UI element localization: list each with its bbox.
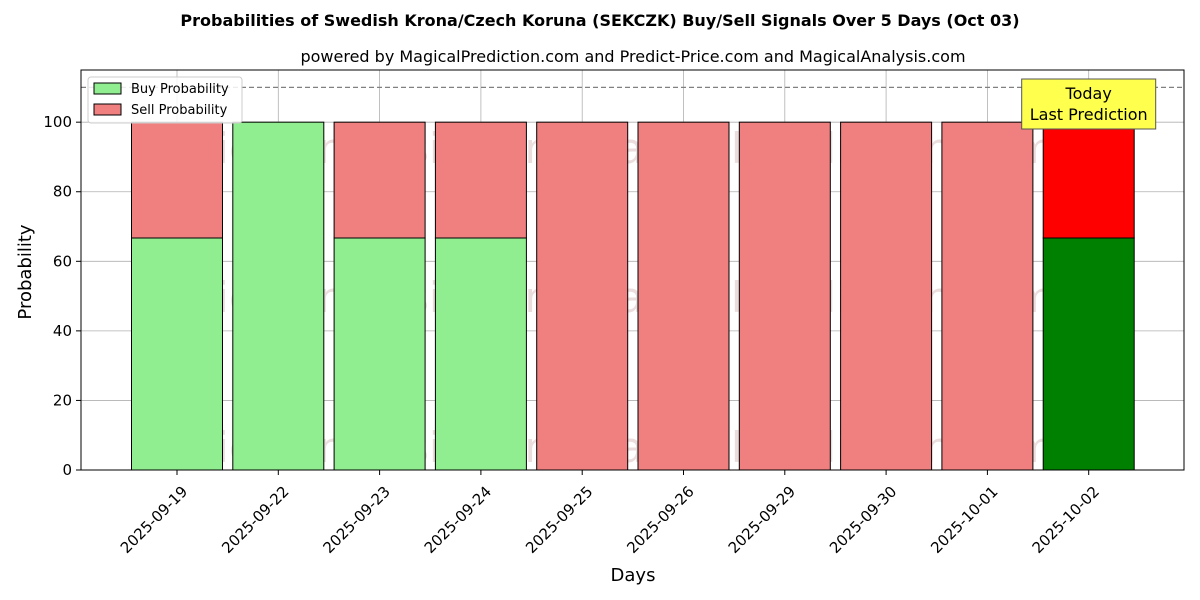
x-tick-label: 2025-09-26 [623, 483, 697, 557]
bar-sell-2025-09-26 [637, 121, 730, 471]
bar-sell-2025-09-25 [536, 121, 629, 471]
axes [80, 69, 1185, 471]
x-tick-label: 2025-09-24 [421, 483, 495, 557]
x-ticks: 2025-09-19 2025-09-22 2025-09-23 2025-09-24… [117, 470, 1103, 557]
legend-label-buy: Buy Probability [131, 82, 229, 97]
y-tick-label: 20 [53, 391, 72, 409]
bar-sell-2025-09-29 [738, 121, 831, 471]
bars [131, 121, 1135, 471]
bar-sell-2025-10-01 [941, 121, 1034, 471]
bar-sell-2025-09-23 [333, 121, 426, 239]
legend-swatch-sell [93, 103, 122, 116]
bar-buy-2025-09-22 [232, 121, 325, 471]
bar-sell-2025-09-24 [434, 121, 527, 239]
x-tick-label: 2025-10-02 [1029, 483, 1103, 557]
annotation-line2: Last Prediction [1030, 105, 1148, 124]
y-axis-label: Probability [15, 224, 36, 319]
plot-frame [80, 69, 1185, 471]
x-axis-label: Days [611, 565, 656, 586]
bar-sell-2025-10-02 [1042, 121, 1135, 239]
y-tick-label: 80 [53, 183, 72, 201]
x-tick-label: 2025-09-30 [826, 483, 900, 557]
bar-buy-2025-09-23 [333, 237, 426, 471]
bar-sell-2025-09-30 [840, 121, 933, 471]
y-ticks: 0 20 40 60 80 100 [43, 113, 81, 479]
x-tick-label: 2025-09-23 [319, 483, 393, 557]
x-tick-label: 2025-09-19 [117, 483, 191, 557]
chart-title: Probabilities of Swedish Krona/Czech Kor… [180, 11, 1019, 30]
x-tick-label: 2025-09-22 [218, 483, 292, 557]
y-tick-label: 0 [62, 461, 72, 479]
bar-sell-2025-09-19 [131, 121, 223, 239]
legend: Buy Probability Sell Probability [87, 76, 243, 124]
y-tick-label: 100 [43, 113, 72, 131]
chart-subtitle: powered by MagicalPrediction.com and Pre… [300, 47, 965, 66]
x-tick-label: 2025-09-29 [725, 483, 799, 557]
legend-box [87, 76, 243, 124]
legend-swatch-buy [93, 82, 122, 95]
annotation-box [1021, 78, 1157, 130]
bar-buy-2025-10-02 [1042, 237, 1135, 471]
y-tick-label: 40 [53, 322, 72, 340]
y-tick-label: 60 [53, 252, 72, 270]
bar-buy-2025-09-24 [434, 237, 527, 471]
x-tick-label: 2025-09-25 [522, 483, 596, 557]
annotation-line1: Today [1065, 84, 1112, 103]
bar-buy-2025-09-19 [131, 237, 223, 471]
today-annotation: Today Last Prediction [1021, 78, 1157, 130]
x-tick-label: 2025-10-01 [927, 483, 1001, 557]
legend-label-sell: Sell Probability [131, 103, 228, 118]
